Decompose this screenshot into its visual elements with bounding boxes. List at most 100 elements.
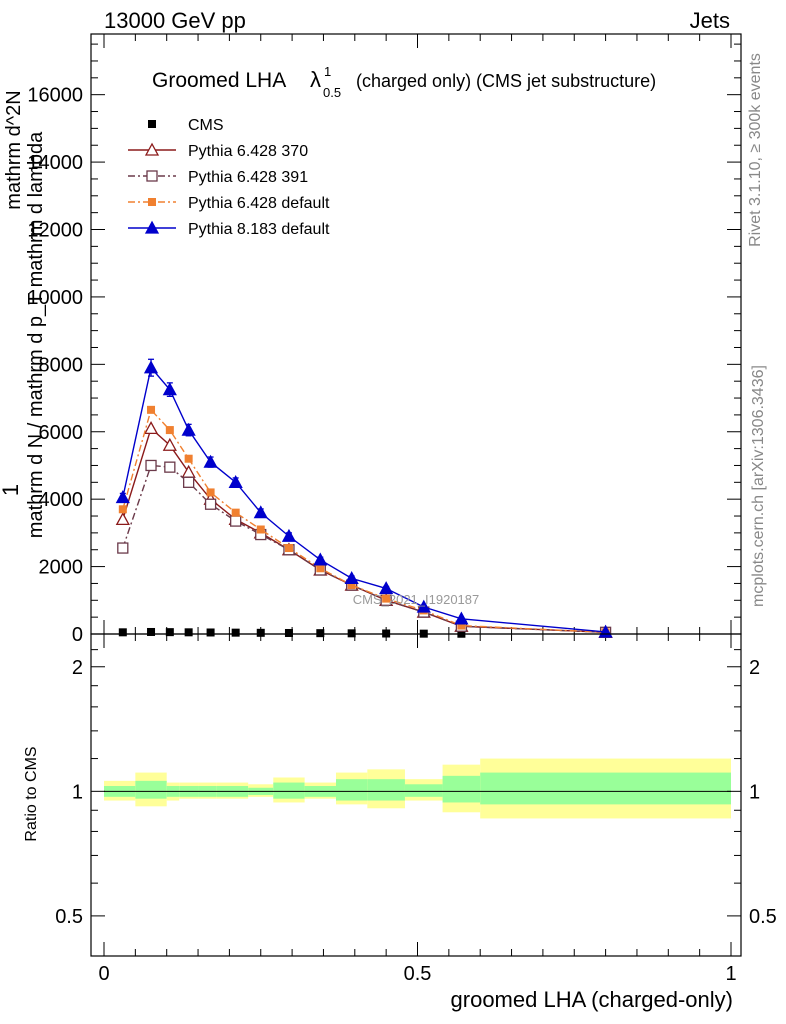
title-superscript: 1 — [324, 64, 331, 79]
data-point — [204, 498, 217, 510]
data-point — [147, 405, 156, 414]
data-point — [181, 422, 196, 436]
x-tick-label: 1 — [725, 963, 736, 985]
ratio-y-tick-label-right: 0.5 — [749, 906, 777, 928]
header-left: 13000 GeV pp — [104, 8, 246, 33]
y-tick-label: 0 — [72, 624, 83, 646]
y-tick-label: 2000 — [39, 557, 84, 579]
ratio-y-tick-label: 0.5 — [55, 906, 83, 928]
ratio-band-stat — [273, 782, 305, 799]
data-point — [256, 628, 265, 637]
series-line-3 — [122, 408, 606, 634]
data-point — [382, 594, 391, 603]
data-point — [231, 508, 240, 517]
series-2 — [117, 459, 612, 638]
data-point — [284, 544, 293, 553]
data-point — [344, 571, 359, 585]
data-point — [181, 464, 196, 478]
ratio-band-stat — [367, 779, 405, 801]
data-point — [316, 564, 325, 573]
ratio-y-tick-label-right: 1 — [749, 781, 760, 803]
data-point — [316, 629, 325, 638]
ratio-y-axis-label: Ratio to CMS — [23, 746, 40, 841]
y-tick-label: 6000 — [39, 422, 84, 444]
legend-entry: Pythia 6.428 391 — [128, 169, 308, 186]
ratio-y-tick-label-right: 2 — [749, 657, 760, 679]
title-suffix: (charged only) (CMS jet substructure) — [356, 71, 656, 91]
data-point — [143, 360, 159, 374]
ratio-band-stat — [404, 784, 443, 797]
title-symbol: λ — [310, 67, 321, 92]
data-point — [162, 437, 177, 451]
data-point — [184, 454, 193, 463]
y-axis-label-top: 1 — [0, 484, 23, 496]
data-point — [253, 505, 268, 519]
legend-marker — [144, 220, 160, 234]
data-point — [182, 476, 195, 488]
ratio-band-stat — [480, 772, 731, 805]
legend-label: CMS — [188, 117, 224, 134]
y-tick-label: 8000 — [39, 354, 84, 376]
legend-entry: CMS — [148, 117, 224, 134]
legend-marker — [144, 142, 160, 156]
x-tick-label: 0.5 — [404, 963, 432, 985]
legend-label: Pythia 8.183 default — [188, 221, 330, 238]
chart-text: 13000 GeV pp Jets Groomed LHA λ 1 0.5 (c… — [0, 8, 767, 1012]
y-axis-label-numerator: mathrm d^2N — [3, 90, 25, 209]
data-point — [143, 421, 159, 435]
ratio-band-stat — [442, 775, 481, 803]
mcplots-label: mcplots.cern.ch [arXiv:1306.3436] — [750, 365, 767, 607]
ratio-band-stat — [335, 779, 368, 801]
y-axis-label: 1 mathrm d^2N mathrm d N / mathrm d p_T … — [0, 90, 47, 538]
y-tick-label: 14000 — [27, 152, 83, 174]
data-point — [115, 512, 130, 526]
data-point — [256, 525, 265, 534]
data-point — [203, 454, 218, 468]
title-text: Groomed LHA — [152, 69, 286, 92]
data-point — [162, 382, 177, 396]
series-line-2 — [122, 464, 606, 634]
legend-label: Pythia 6.428 default — [188, 195, 330, 212]
chart-title: Groomed LHA λ 1 0.5 (charged only) (CMS … — [152, 64, 656, 100]
x-tick-label: 0 — [98, 963, 109, 985]
watermark: CMS_2021_I1920187 — [353, 592, 480, 607]
data-point — [284, 628, 293, 637]
data-point — [115, 490, 130, 504]
header-right: Jets — [690, 8, 730, 33]
data-point — [145, 459, 157, 472]
series-line-4 — [122, 366, 606, 633]
data-point — [347, 581, 356, 590]
data-point — [379, 581, 394, 595]
ratio-y-tick-label: 2 — [72, 657, 83, 679]
data-point — [206, 628, 215, 637]
data-point — [230, 515, 242, 527]
data-point — [165, 628, 174, 637]
legend-marker — [148, 120, 156, 128]
y-axis-label-denominator: mathrm d N / mathrm d p_T mathrm d lambd… — [25, 131, 47, 538]
data-point — [118, 628, 127, 637]
main-panel: 0 2000 4000 6000 8000 10000 12000 14000 16000 — [27, 33, 742, 956]
data-point — [184, 628, 193, 637]
legend-entry: Pythia 8.183 default — [128, 220, 330, 238]
ratio-y-tick-label: 1 — [72, 781, 83, 803]
y-tick-label: 10000 — [27, 287, 83, 309]
ratio-panel: 0 0.5 1 0.5 0.5 1 1 2 2 — [55, 633, 777, 985]
series-4 — [115, 358, 613, 638]
x-axis-label: groomed LHA (charged-only) — [451, 987, 733, 1012]
data-point — [118, 505, 127, 514]
data-point — [228, 474, 243, 488]
legend-entry: Pythia 6.428 default — [128, 195, 330, 212]
series-3 — [118, 405, 610, 637]
data-point — [457, 621, 466, 630]
data-point — [454, 611, 469, 625]
data-point — [313, 552, 328, 566]
data-point — [164, 461, 176, 473]
ratio-band-stat — [135, 780, 167, 799]
legend: CMS Pythia 6.428 370 Pythia 6.428 391 Pythi… — [128, 117, 330, 238]
data-point — [347, 629, 356, 638]
ratio-frame — [90, 633, 742, 957]
data-point — [117, 542, 129, 554]
legend-label: Pythia 6.428 391 — [188, 169, 308, 186]
data-point — [416, 599, 431, 613]
y-tick-label: 4000 — [39, 489, 84, 511]
